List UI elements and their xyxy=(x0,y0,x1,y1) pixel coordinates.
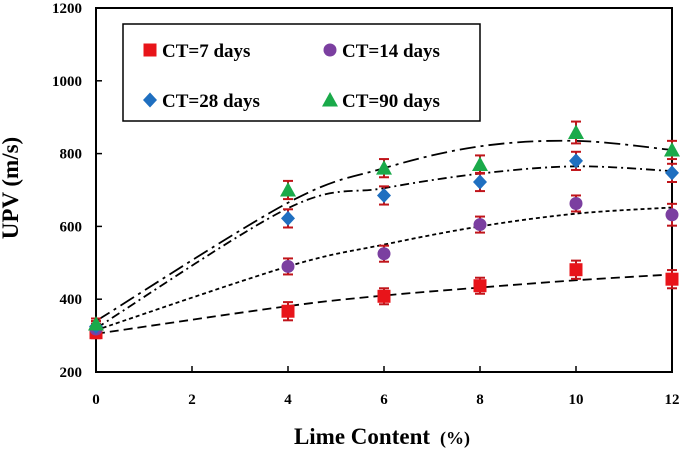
data-point xyxy=(281,304,295,318)
x-tick-label: 4 xyxy=(284,392,292,408)
error-bars xyxy=(91,120,677,340)
data-point xyxy=(569,153,583,169)
legend-entry: CT=14 days xyxy=(323,41,440,62)
data-point xyxy=(377,289,391,303)
legend-label: CT=14 days xyxy=(342,41,440,62)
legend-label: CT=90 days xyxy=(342,91,440,112)
axes: 0 2 4 6 8 10 12 200 400 600 800 1000 1200 xyxy=(52,1,680,408)
x-tick-label: 6 xyxy=(380,392,388,408)
legend-entry: CT=90 days xyxy=(322,91,440,112)
y-tick-label: 800 xyxy=(60,147,83,163)
data-point xyxy=(665,272,679,286)
y-tick-label: 600 xyxy=(60,219,83,235)
data-point xyxy=(665,208,679,222)
x-tick-label: 8 xyxy=(476,392,484,408)
data-point xyxy=(88,315,104,331)
y-axis-title: UPV (m/s) xyxy=(0,137,23,239)
data-point xyxy=(281,259,295,273)
data-markers xyxy=(88,124,680,340)
y-tick-label: 1200 xyxy=(52,1,82,17)
trend-line xyxy=(95,206,673,331)
data-point xyxy=(377,247,391,261)
x-axis-title-unit: (%) xyxy=(440,428,470,449)
data-point xyxy=(473,174,487,190)
x-tick-label: 2 xyxy=(188,392,196,408)
y-tick-label: 1000 xyxy=(52,74,82,90)
data-point xyxy=(473,218,487,232)
data-point xyxy=(568,124,584,139)
data-point xyxy=(665,165,679,181)
data-point xyxy=(281,210,295,226)
x-axis-title-text: Lime Content xyxy=(294,424,430,449)
y-tick-label: 200 xyxy=(60,365,83,381)
legend-label: CT=28 days xyxy=(162,91,260,112)
legend-marker xyxy=(143,43,157,57)
legend-box xyxy=(122,23,481,122)
x-tick-label: 10 xyxy=(569,392,584,408)
x-tick-label: 0 xyxy=(92,392,100,408)
legend-marker xyxy=(323,43,337,57)
data-point xyxy=(473,279,487,293)
data-point xyxy=(376,160,392,175)
data-point xyxy=(569,263,583,277)
trend-line xyxy=(95,273,673,335)
legend: CT=7 days CT=14 days CT=28 days CT=90 days xyxy=(122,23,481,122)
x-tick-label: 12 xyxy=(665,392,680,408)
legend-marker xyxy=(143,92,157,108)
legend-marker xyxy=(322,92,338,107)
data-point xyxy=(377,187,391,203)
data-point xyxy=(472,156,488,172)
y-tick-label: 400 xyxy=(60,292,83,308)
data-point xyxy=(280,182,296,197)
x-axis-title: Lime Content (%) xyxy=(294,424,470,449)
legend-entry: CT=7 days xyxy=(143,41,250,62)
data-point xyxy=(569,196,583,210)
legend-entry: CT=28 days xyxy=(143,91,260,112)
data-point xyxy=(664,141,680,157)
legend-label: CT=7 days xyxy=(162,41,250,62)
